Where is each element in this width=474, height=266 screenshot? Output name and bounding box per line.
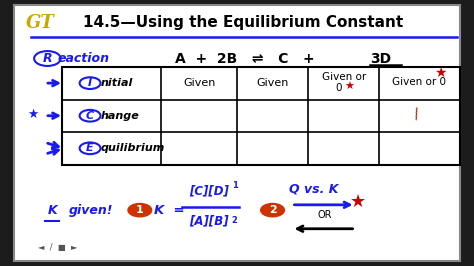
Text: given!: given! (69, 204, 113, 217)
Text: ★: ★ (344, 82, 355, 92)
FancyBboxPatch shape (14, 5, 460, 261)
Text: ◄  /  ■  ►: ◄ / ■ ► (38, 243, 77, 252)
Text: ★: ★ (27, 108, 39, 121)
Text: K  =: K = (154, 204, 185, 217)
Circle shape (261, 203, 284, 217)
Text: [C][D]: [C][D] (189, 184, 228, 197)
Text: ★: ★ (350, 193, 366, 211)
Text: Given: Given (256, 78, 289, 88)
Text: Given: Given (183, 78, 215, 88)
Text: R: R (43, 52, 52, 65)
Text: [A][B]: [A][B] (189, 215, 228, 228)
Text: eaction: eaction (58, 52, 110, 65)
Text: 0: 0 (336, 83, 342, 93)
Bar (62, 66, 460, 165)
Text: I: I (88, 78, 92, 88)
Text: nitial: nitial (101, 78, 133, 88)
Text: 1: 1 (136, 205, 144, 215)
Text: A  +  2B   ⇌   C   +: A + 2B ⇌ C + (175, 52, 325, 65)
Text: E: E (86, 143, 94, 153)
Circle shape (128, 203, 152, 217)
Text: hange: hange (101, 111, 140, 121)
Text: quilibrium: quilibrium (101, 143, 165, 153)
Text: 2: 2 (269, 205, 276, 215)
Text: Q vs. K: Q vs. K (289, 183, 338, 196)
Text: K: K (47, 204, 57, 217)
Text: Given or: Given or (321, 72, 366, 82)
Text: 1: 1 (232, 181, 237, 190)
Text: 14.5—Using the Equilibrium Constant: 14.5—Using the Equilibrium Constant (83, 15, 403, 30)
Text: C: C (86, 111, 94, 121)
Text: ★: ★ (435, 66, 447, 80)
Text: 3D: 3D (370, 52, 391, 65)
Text: 2: 2 (232, 217, 237, 226)
Text: OR: OR (318, 210, 332, 220)
Text: GT: GT (26, 14, 55, 32)
Text: ∕: ∕ (413, 106, 421, 122)
Text: Given or 0: Given or 0 (392, 77, 447, 87)
